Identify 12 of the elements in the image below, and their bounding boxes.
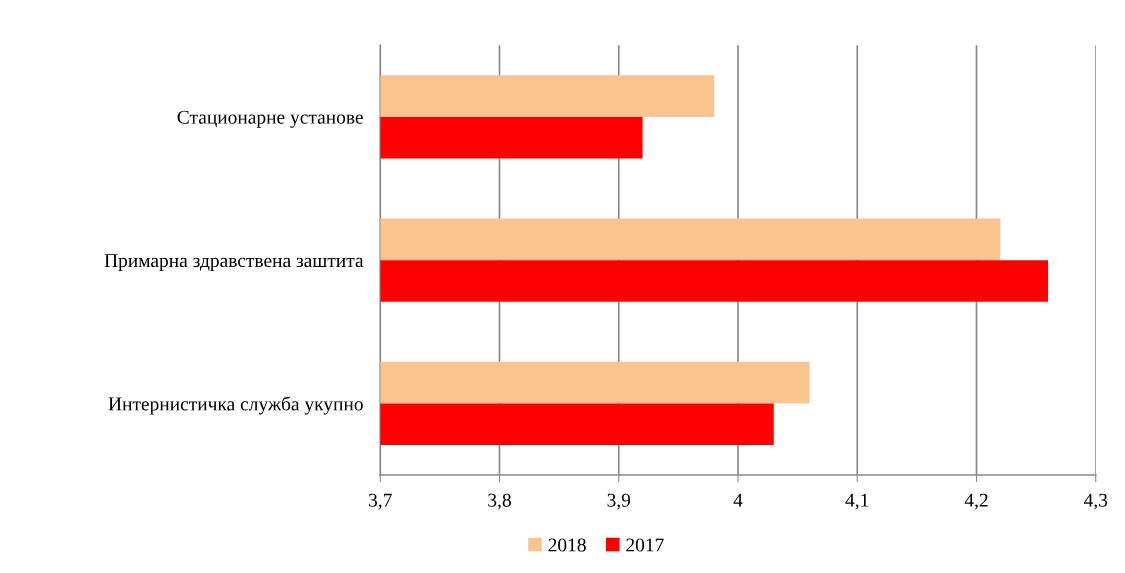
x-tick-label: 3,8 — [488, 493, 511, 510]
x-tick-label: 4,1 — [845, 493, 869, 510]
x-tick-label: 4,2 — [964, 493, 988, 510]
x-tick-label: 4,3 — [1083, 493, 1108, 510]
y-tick-label: Стационарне установе — [177, 110, 363, 128]
x-tick-label: 3,7 — [369, 493, 392, 510]
y-tick-label: Примарна здравствена заштита — [104, 254, 364, 272]
y-tick-label: Интернистичка служба укупно — [108, 396, 363, 415]
legend-label: 2018 — [548, 538, 586, 552]
x-tick-label: 4 — [733, 493, 743, 507]
x-tick-label: 3,9 — [607, 493, 631, 510]
legend-label: 2017 — [626, 538, 664, 552]
